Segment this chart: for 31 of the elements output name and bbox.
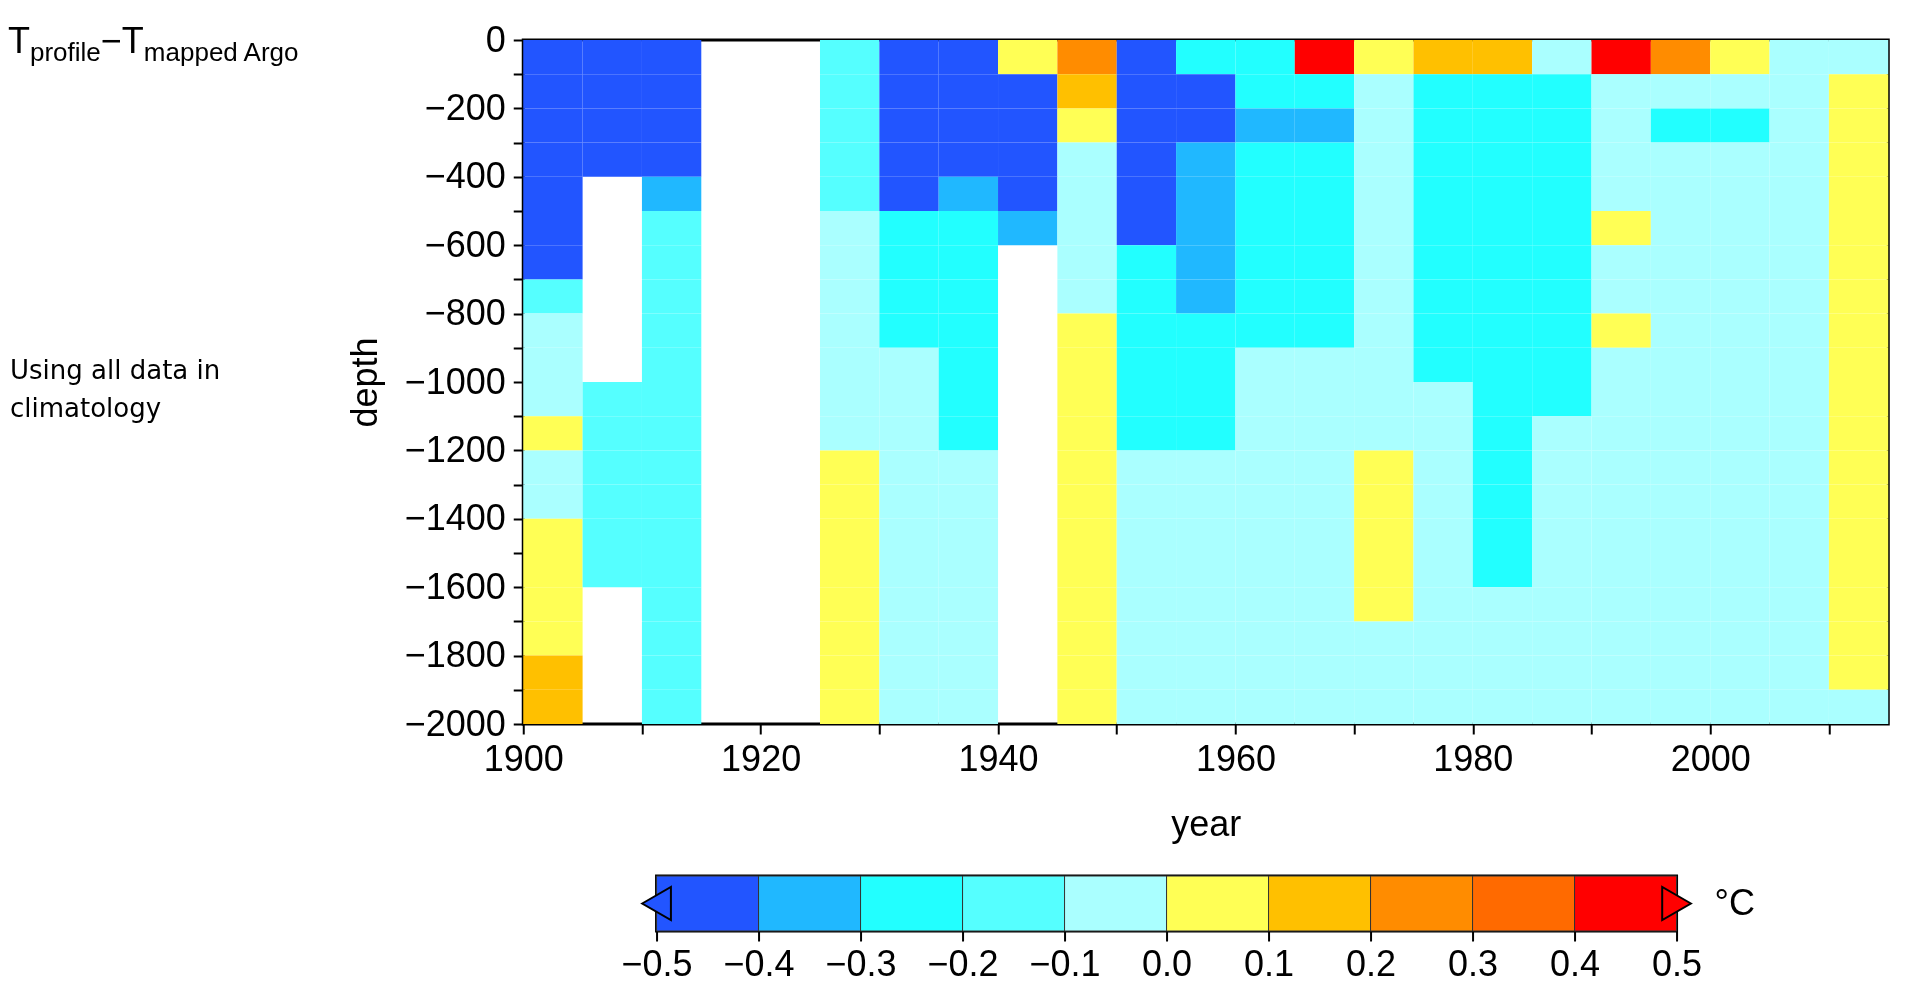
color-bar-label: 0.0 bbox=[1142, 942, 1193, 984]
color-bar-label: 0.4 bbox=[1550, 942, 1601, 984]
color-bar-title: °C bbox=[1714, 881, 1755, 923]
x-tick-label: 1920 bbox=[721, 737, 802, 779]
y-tick-label: −1800 bbox=[404, 634, 506, 676]
y-tick-label: −1600 bbox=[404, 565, 506, 607]
color-bar-label: −0.3 bbox=[825, 942, 897, 984]
y-tick-label: 0 bbox=[485, 18, 506, 60]
x-tick-label: 1960 bbox=[1195, 737, 1276, 779]
y-tick-label: −200 bbox=[424, 86, 506, 128]
color-bar-label: −0.1 bbox=[1029, 942, 1101, 984]
color-bar-label: 0.1 bbox=[1244, 942, 1295, 984]
text: Using all data in climatology bbox=[10, 354, 222, 425]
y-tick-label: −1000 bbox=[404, 360, 506, 402]
y-tick-label: −600 bbox=[424, 223, 506, 265]
y-axis-title: depth bbox=[343, 337, 385, 428]
color-bar-label: −0.5 bbox=[621, 942, 693, 984]
y-tick-label: −1200 bbox=[404, 428, 506, 470]
color-bar-label: −0.2 bbox=[927, 942, 999, 984]
color-bar-label: 0.3 bbox=[1448, 942, 1499, 984]
color-bar-label: −0.4 bbox=[723, 942, 795, 984]
x-tick-label: 2000 bbox=[1670, 737, 1751, 779]
x-tick-label: 1940 bbox=[958, 737, 1039, 779]
color-bar-label: 0.5 bbox=[1652, 942, 1703, 984]
x-tick-label: 1980 bbox=[1433, 737, 1514, 779]
y-tick-label: −800 bbox=[424, 292, 506, 334]
x-axis-title: year bbox=[1171, 802, 1242, 844]
y-tick-label: −1400 bbox=[404, 497, 506, 539]
text: T$_{profile}$−T$_{mapped Argo}$ bbox=[8, 20, 299, 69]
y-tick-label: −400 bbox=[424, 155, 506, 197]
color-bar-label: 0.2 bbox=[1346, 942, 1397, 984]
